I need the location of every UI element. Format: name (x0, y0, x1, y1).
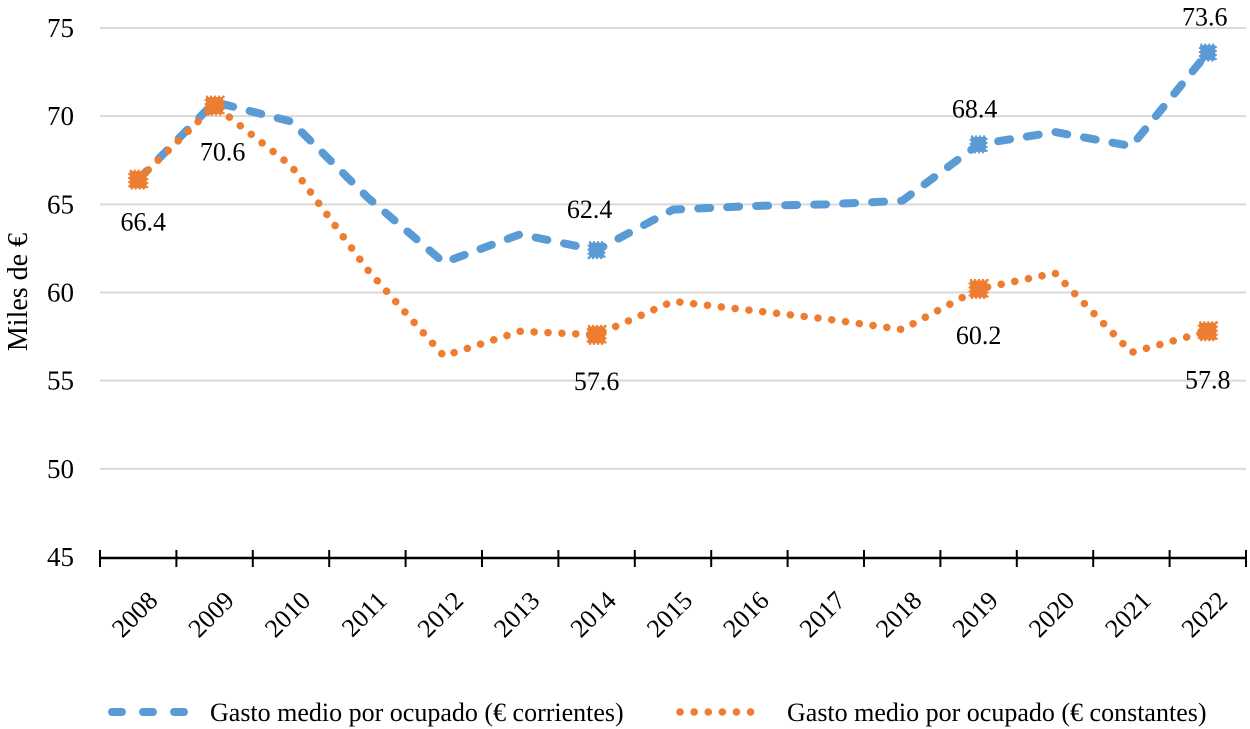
series-marker (128, 169, 149, 190)
x-tick-label: 2021 (1099, 586, 1156, 643)
x-tick-label: 2013 (488, 586, 545, 643)
y-tick-label: 60 (47, 278, 74, 308)
x-tick-label: 2009 (183, 586, 240, 643)
gridlines-group (100, 27, 1246, 470)
series-group (128, 43, 1218, 360)
y-tick-label: 45 (47, 542, 74, 572)
x-tick-label: 2018 (870, 586, 927, 643)
series-line-1 (134, 101, 1212, 360)
y-tick-label: 50 (47, 454, 74, 484)
y-tick-label: 65 (47, 189, 74, 219)
x-tick-label: 2017 (794, 586, 851, 643)
series-marker (969, 135, 988, 154)
x-tick-label: 2022 (1176, 586, 1233, 643)
series-1 (128, 95, 1218, 360)
x-tick-label: 2014 (565, 586, 622, 643)
x-tick-label: 2011 (336, 586, 393, 643)
data-labels-group: 62.4 68.4 73.6 66.4 70.6 57.6 60.2 57.8 (120, 3, 1230, 396)
x-tick-label: 2020 (1023, 586, 1080, 643)
legend-label-corrientes: Gasto medio por ocupado (€ corrientes) (210, 698, 624, 727)
data-label: 57.6 (574, 367, 620, 396)
series-marker (968, 278, 989, 299)
series-line-0 (134, 48, 1212, 267)
data-label: 60.2 (956, 321, 1002, 350)
data-label: 73.6 (1182, 3, 1228, 32)
series-marker (1197, 321, 1218, 342)
y-tick-label: 75 (47, 13, 74, 43)
data-label: 70.6 (200, 138, 246, 167)
x-tick-label: 2015 (641, 586, 698, 643)
series-marker (204, 95, 225, 116)
y-axis-labels-group: 45 50 55 60 65 70 75 (47, 13, 74, 572)
legend: Gasto medio por ocupado (€ corrientes) G… (108, 698, 1207, 727)
series-marker (586, 324, 607, 345)
x-tick-label: 2016 (717, 586, 774, 643)
x-tick-label: 2019 (947, 586, 1004, 643)
y-axis-title: Miles de € (3, 233, 34, 351)
y-tick-label: 55 (47, 366, 74, 396)
series-marker (1198, 43, 1217, 62)
legend-label-constantes: Gasto medio por ocupado (€ constantes) (787, 698, 1207, 727)
series-0 (134, 43, 1217, 267)
data-label: 66.4 (120, 208, 166, 237)
x-axis-labels-group: 2008 2009 2010 2011 2012 2013 2014 2015 2016 2017… (106, 586, 1233, 643)
x-tick-label: 2010 (259, 586, 316, 643)
series-marker (587, 241, 606, 260)
y-tick-label: 70 (47, 101, 74, 131)
data-label: 68.4 (952, 94, 998, 123)
data-label: 62.4 (567, 195, 613, 224)
x-axis-group (99, 550, 1247, 567)
data-label: 57.8 (1185, 365, 1231, 394)
x-tick-label: 2012 (412, 586, 469, 643)
x-tick-label: 2008 (106, 586, 163, 643)
